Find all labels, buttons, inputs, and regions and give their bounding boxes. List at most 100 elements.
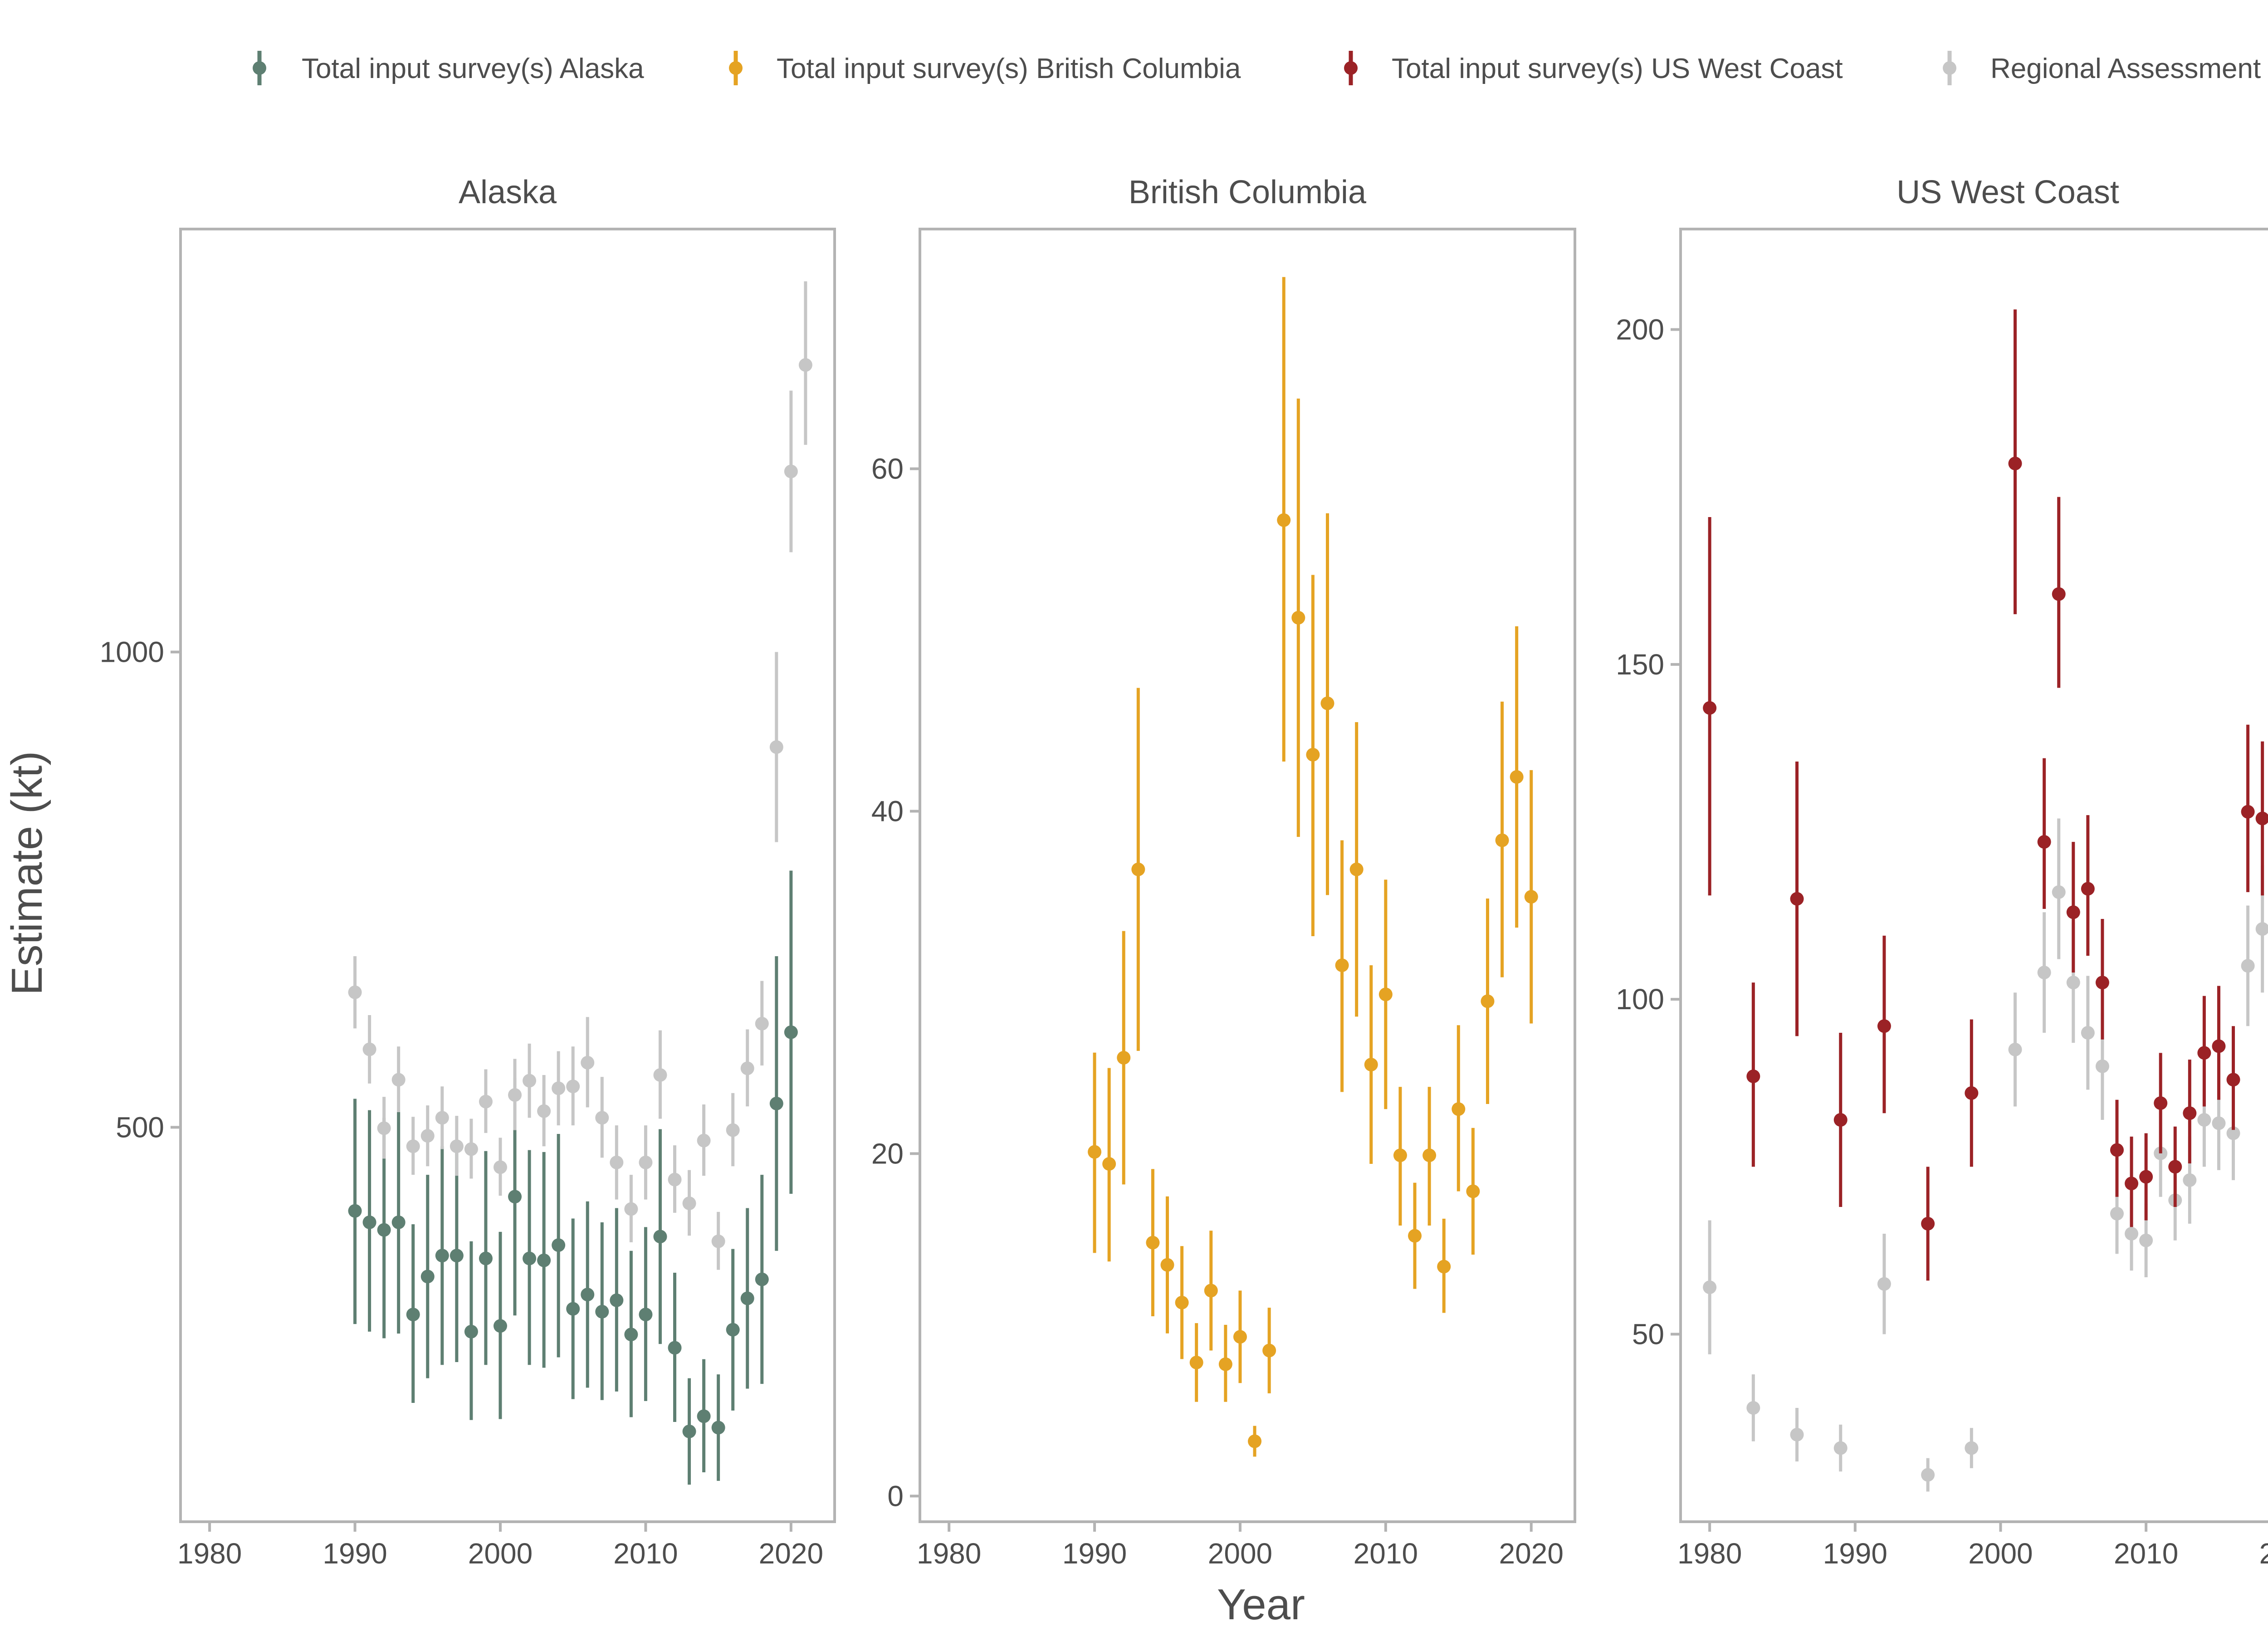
data-point (2197, 1046, 2211, 1060)
data-point (1495, 833, 1509, 847)
data-point (2183, 1106, 2197, 1120)
data-point (1703, 1280, 1717, 1294)
data-point (1422, 1148, 1437, 1163)
data-point (537, 1253, 551, 1267)
legend-item: Total input survey(s) Alaska (253, 51, 644, 85)
data-point (1452, 1102, 1466, 1116)
data-point (523, 1074, 537, 1088)
legend-label: Total input survey(s) Alaska (302, 53, 644, 84)
data-point (1102, 1157, 1116, 1171)
y-tick-label: 100 (1616, 983, 1664, 1016)
y-tick-label: 20 (871, 1137, 904, 1170)
data-point (769, 740, 783, 754)
data-point (2125, 1177, 2139, 1191)
data-point (639, 1308, 653, 1322)
data-point (406, 1139, 420, 1153)
data-point (726, 1123, 740, 1137)
data-point (624, 1328, 638, 1342)
data-point (2037, 835, 2051, 849)
y-tick-label: 40 (871, 795, 904, 827)
data-point (798, 358, 812, 372)
y-tick-label: 60 (871, 452, 904, 485)
data-point (1160, 1258, 1174, 1272)
data-point (1921, 1468, 1935, 1482)
data-series (1703, 309, 2268, 1281)
data-point (1233, 1330, 1247, 1344)
y-tick-label: 0 (887, 1480, 904, 1512)
data-point (1393, 1148, 1407, 1163)
x-tick-label: 2010 (613, 1537, 678, 1570)
x-tick-label: 2000 (1968, 1537, 2033, 1570)
x-tick-label: 1980 (1677, 1537, 1742, 1570)
data-point (1790, 1428, 1804, 1442)
panel-title: US West Coast (1897, 174, 2119, 210)
data-point (1131, 862, 1145, 876)
x-tick-label: 2010 (2114, 1537, 2178, 1570)
data-point (391, 1073, 406, 1087)
data-point (377, 1121, 391, 1135)
x-tick-label: 2000 (468, 1537, 533, 1570)
data-point (377, 1223, 391, 1237)
legend-item: Total input survey(s) US West Coast (1344, 51, 1843, 85)
data-point (740, 1291, 754, 1305)
x-tick-label: 1990 (1062, 1537, 1127, 1570)
data-point (1965, 1441, 1979, 1455)
data-point (2066, 976, 2080, 990)
data-point (1746, 1070, 1760, 1084)
facet-panel: Alaska 1980 1990 2000 2010 2020 500 1000 (100, 174, 836, 1570)
data-point (406, 1308, 420, 1322)
legend-key-point (1943, 61, 1956, 75)
x-tick-label: 2000 (1208, 1537, 1272, 1570)
data-point (595, 1304, 609, 1319)
legend: Total input survey(s) Alaska Total input … (253, 51, 2261, 85)
data-series (1703, 818, 2268, 1492)
data-point (537, 1104, 551, 1118)
x-axis-title: Year (1217, 1580, 1305, 1629)
data-point (1364, 1058, 1378, 1072)
data-point (2197, 1113, 2211, 1127)
y-tick-label: 50 (1632, 1318, 1664, 1351)
data-point (1877, 1277, 1891, 1291)
data-point (362, 1215, 376, 1229)
data-point (581, 1288, 595, 1302)
data-point (2095, 976, 2109, 990)
data-point (2081, 1026, 2095, 1040)
data-point (1437, 1260, 1451, 1274)
data-point (2139, 1233, 2153, 1247)
data-series (348, 281, 812, 1270)
data-point (1306, 747, 1320, 762)
data-point (595, 1111, 609, 1125)
data-point (1262, 1343, 1276, 1358)
data-point (1965, 1086, 1979, 1100)
legend-label: Total input survey(s) US West Coast (1392, 53, 1843, 84)
data-point (2110, 1206, 2124, 1221)
data-point (362, 1042, 376, 1056)
data-point (493, 1319, 507, 1333)
data-point (493, 1160, 507, 1174)
data-point (1510, 770, 1524, 784)
data-point (726, 1323, 740, 1337)
data-point (610, 1155, 624, 1169)
data-point (348, 1204, 362, 1218)
x-tick-label: 2010 (1354, 1537, 1418, 1570)
data-point (479, 1094, 493, 1109)
y-axis-title: Estimate (kt) (3, 751, 51, 996)
data-point (668, 1172, 682, 1187)
data-point (464, 1324, 478, 1338)
data-point (435, 1249, 449, 1263)
legend-key-point (253, 61, 266, 75)
data-point (697, 1409, 711, 1423)
data-point (479, 1251, 493, 1265)
y-tick-label: 150 (1616, 648, 1664, 681)
data-point (1248, 1434, 1262, 1448)
data-point (1320, 696, 1334, 710)
data-point (2168, 1160, 2182, 1174)
data-point (1349, 862, 1364, 876)
x-tick-label: 1980 (917, 1537, 981, 1570)
data-point (1277, 513, 1291, 527)
data-series (348, 870, 798, 1485)
facet-panel: US West Coast 1980 1990 2000 2010 2020 50 100 15… (1616, 174, 2268, 1570)
data-point (464, 1142, 478, 1156)
panel-title: Alaska (459, 174, 557, 210)
